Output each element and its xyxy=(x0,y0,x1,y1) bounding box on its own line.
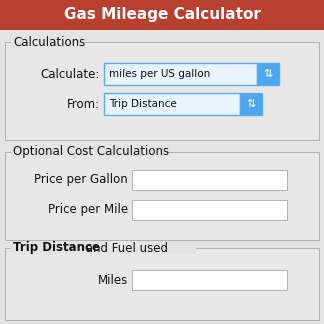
Text: Trip Distance: Trip Distance xyxy=(109,99,177,109)
Text: Gas Mileage Calculator: Gas Mileage Calculator xyxy=(64,7,260,22)
Text: and Fuel used: and Fuel used xyxy=(82,241,168,254)
Text: Price per Gallon: Price per Gallon xyxy=(34,173,128,187)
Text: ⇅: ⇅ xyxy=(263,69,273,79)
FancyBboxPatch shape xyxy=(240,93,262,115)
Text: ⇅: ⇅ xyxy=(246,99,256,109)
FancyBboxPatch shape xyxy=(104,93,240,115)
FancyBboxPatch shape xyxy=(132,170,287,190)
FancyBboxPatch shape xyxy=(5,42,319,140)
Text: Optional Cost Calculations: Optional Cost Calculations xyxy=(13,145,169,158)
FancyBboxPatch shape xyxy=(11,146,166,158)
FancyBboxPatch shape xyxy=(132,270,287,290)
FancyBboxPatch shape xyxy=(11,36,85,48)
Text: Price per Mile: Price per Mile xyxy=(48,203,128,216)
FancyBboxPatch shape xyxy=(5,248,319,320)
Text: From:: From: xyxy=(67,98,100,110)
Text: Calculate:: Calculate: xyxy=(40,67,100,80)
FancyBboxPatch shape xyxy=(104,63,257,85)
Text: miles per US gallon: miles per US gallon xyxy=(109,69,210,79)
FancyBboxPatch shape xyxy=(5,152,319,240)
FancyBboxPatch shape xyxy=(0,0,324,30)
FancyBboxPatch shape xyxy=(257,63,279,85)
Text: Calculations: Calculations xyxy=(13,36,85,49)
Text: Trip Distance: Trip Distance xyxy=(13,241,100,254)
FancyBboxPatch shape xyxy=(11,242,196,254)
FancyBboxPatch shape xyxy=(132,200,287,220)
Text: Miles: Miles xyxy=(98,273,128,286)
